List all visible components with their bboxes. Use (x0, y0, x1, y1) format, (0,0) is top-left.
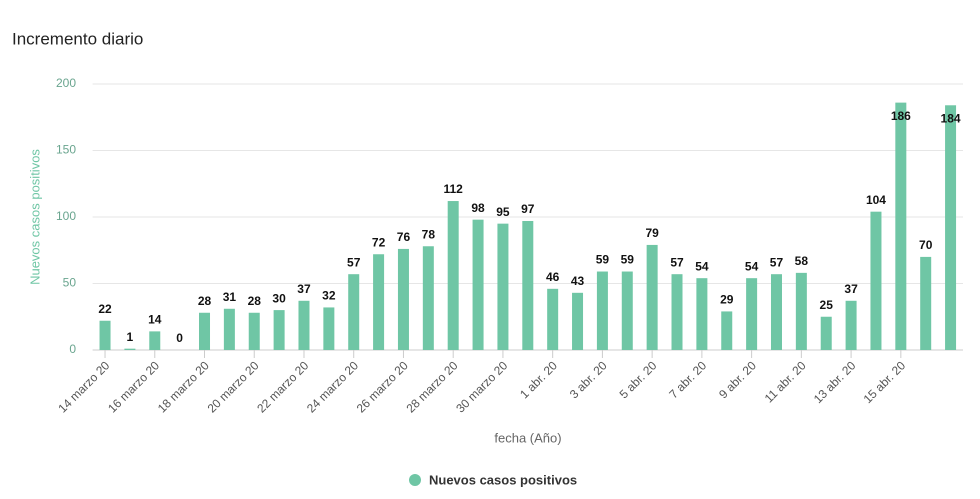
bar (99, 320, 111, 350)
bar (348, 274, 360, 350)
bar (770, 274, 782, 350)
bar (895, 102, 907, 351)
x-tick-label: 9 abr. 20 (716, 358, 759, 401)
data-label: 1 (127, 330, 134, 344)
data-label: 29 (720, 293, 734, 307)
bar (646, 244, 658, 350)
bar (920, 256, 932, 350)
legend-marker (409, 474, 421, 486)
data-label: 98 (471, 201, 485, 215)
data-label: 57 (347, 255, 361, 269)
bar (572, 292, 584, 350)
bar (945, 105, 957, 350)
data-label: 104 (866, 193, 886, 207)
bar (472, 219, 484, 350)
data-label: 186 (891, 109, 911, 123)
x-tick-label: 20 marzo 20 (205, 358, 262, 415)
data-label: 37 (297, 282, 311, 296)
x-tick-label: 22 marzo 20 (254, 358, 311, 415)
chart-title: Incremento diario (12, 29, 143, 48)
legend-label: Nuevos casos positivos (429, 472, 577, 487)
data-label: 28 (198, 294, 212, 308)
y-tick-label: 150 (56, 143, 76, 157)
bar (397, 248, 409, 350)
bar (124, 348, 136, 350)
bar (671, 274, 683, 350)
x-tick-label: 3 abr. 20 (567, 358, 610, 401)
data-label: 22 (98, 302, 112, 316)
data-label: 0 (176, 331, 183, 345)
bar (497, 223, 509, 350)
data-label: 31 (223, 290, 237, 304)
data-label: 43 (571, 274, 585, 288)
bar (820, 316, 832, 350)
data-label: 30 (272, 291, 286, 305)
data-label: 97 (521, 202, 535, 216)
x-tick-label: 24 marzo 20 (304, 358, 361, 415)
data-label: 58 (795, 254, 809, 268)
y-axis-label: Nuevos casos positivos (27, 149, 42, 285)
data-label: 25 (820, 298, 834, 312)
x-tick-label: 5 abr. 20 (617, 358, 660, 401)
bar (447, 201, 459, 350)
bar (323, 307, 335, 350)
data-label: 59 (621, 253, 635, 267)
x-tick-label: 14 marzo 20 (55, 358, 112, 415)
y-tick-label: 0 (69, 342, 76, 356)
x-tick-label: 11 abr. 20 (762, 358, 809, 405)
bar (795, 272, 807, 350)
data-label: 95 (496, 205, 510, 219)
data-label: 28 (248, 294, 262, 308)
data-label: 57 (670, 255, 684, 269)
data-label: 54 (695, 259, 709, 273)
bar (746, 278, 758, 350)
x-tick-label: 26 marzo 20 (354, 358, 411, 415)
bar (696, 278, 708, 350)
x-tick-label: 1 abr. 20 (517, 358, 560, 401)
data-label: 32 (322, 289, 336, 303)
data-label: 76 (397, 230, 411, 244)
bar (522, 220, 534, 350)
bar (149, 331, 161, 350)
x-tick-label: 28 marzo 20 (403, 358, 460, 415)
x-tick-label: 18 marzo 20 (155, 358, 212, 415)
bar (223, 308, 235, 350)
bar (621, 271, 633, 350)
x-tick-label: 30 marzo 20 (453, 358, 510, 415)
bar (596, 271, 608, 350)
bar (721, 311, 733, 350)
x-tick-label: 13 abr. 20 (811, 358, 859, 406)
bar (845, 300, 857, 350)
bar (870, 211, 882, 350)
y-tick-label: 50 (63, 276, 77, 290)
data-label: 59 (596, 253, 610, 267)
bar (422, 246, 434, 350)
bar (547, 288, 559, 350)
x-tick-label: 7 abr. 20 (666, 358, 709, 401)
data-label: 112 (444, 182, 464, 196)
data-label: 184 (941, 111, 961, 125)
data-label: 57 (770, 255, 784, 269)
data-label: 70 (919, 238, 933, 252)
x-tick-label: 15 abr. 20 (861, 358, 909, 406)
bar (373, 254, 385, 350)
x-tick-label: 16 marzo 20 (105, 358, 162, 415)
bar (273, 310, 285, 350)
y-tick-label: 100 (56, 209, 76, 223)
bar (199, 312, 211, 350)
data-label: 72 (372, 235, 386, 249)
data-label: 14 (148, 313, 162, 327)
data-label: 79 (645, 226, 659, 240)
data-label: 54 (745, 259, 759, 273)
bar (248, 312, 260, 350)
data-label: 37 (844, 282, 858, 296)
y-tick-label: 200 (56, 76, 76, 90)
bar (298, 300, 310, 350)
data-label: 78 (422, 227, 436, 241)
x-axis-label: fecha (Año) (494, 430, 561, 445)
data-label: 46 (546, 270, 560, 284)
